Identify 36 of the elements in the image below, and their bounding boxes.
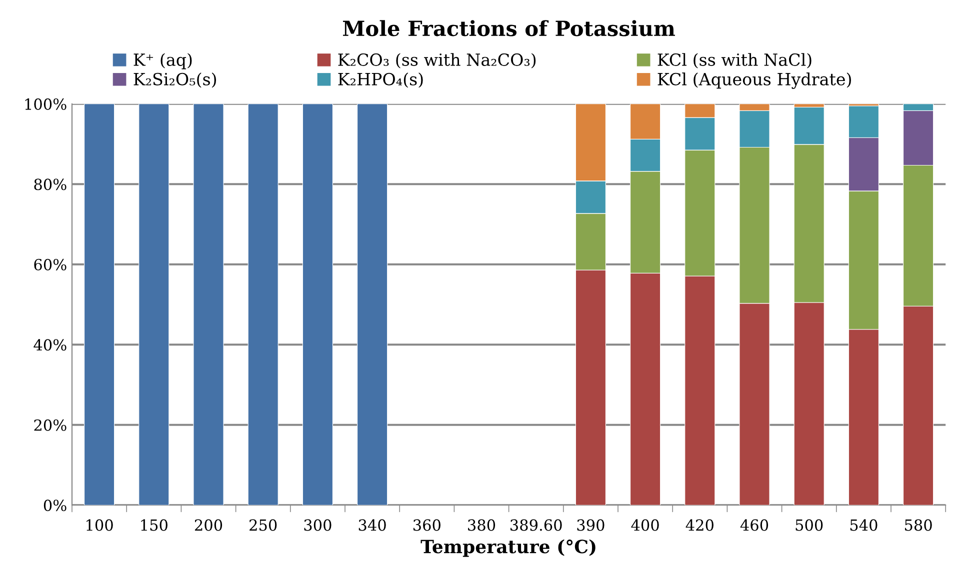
x-tick-label: 150 (141, 519, 168, 531)
bar (193, 104, 224, 506)
x-tick-label: 380 (468, 519, 496, 531)
x-tick-label: 390 (577, 519, 604, 531)
x-tick-label: 200 (194, 519, 222, 531)
y-tick-label: 0% (44, 500, 66, 512)
x-tick-label: 400 (631, 519, 659, 531)
legend-label: K₂Si₂O₅(s) (134, 72, 216, 88)
bar (84, 104, 115, 506)
y-tick-label: 60% (34, 258, 66, 270)
legend-label: K⁺ (aq) (134, 53, 192, 70)
legend-label: KCl (Aqueous Hydrate) (658, 72, 851, 89)
bar (138, 104, 170, 506)
legend-label: K₂CO₃ (ss with Na₂CO₃) (338, 53, 536, 68)
y-tick-label: 100% (25, 98, 66, 110)
legend-label: K₂HPO₄(s) (338, 72, 423, 88)
x-axis-title: Temperature (°C) (420, 539, 596, 557)
bar (248, 104, 278, 506)
y-tick-label: 20% (34, 419, 66, 431)
x-tick-label: 250 (250, 519, 277, 531)
x-tick-label: 420 (686, 519, 714, 531)
bar (357, 104, 388, 506)
x-tick-label: 340 (358, 519, 386, 531)
x-tick-label: 460 (740, 519, 768, 531)
x-tick-label: 360 (413, 519, 440, 531)
x-tick-label: 580 (905, 519, 932, 531)
x-tick-label: 500 (796, 519, 823, 531)
chart-title: Mole Fractions of Potassium (343, 20, 675, 36)
x-tick-label: 300 (304, 519, 332, 531)
x-tick-label: 100 (86, 519, 113, 531)
y-tick-label: 80% (34, 178, 66, 190)
legend-label: KCl (ss with NaCl) (658, 53, 812, 68)
y-tick-label: 40% (34, 339, 66, 351)
x-tick-label: 389.60 (510, 519, 562, 531)
bar (302, 104, 333, 506)
x-tick-label: 540 (850, 519, 878, 531)
